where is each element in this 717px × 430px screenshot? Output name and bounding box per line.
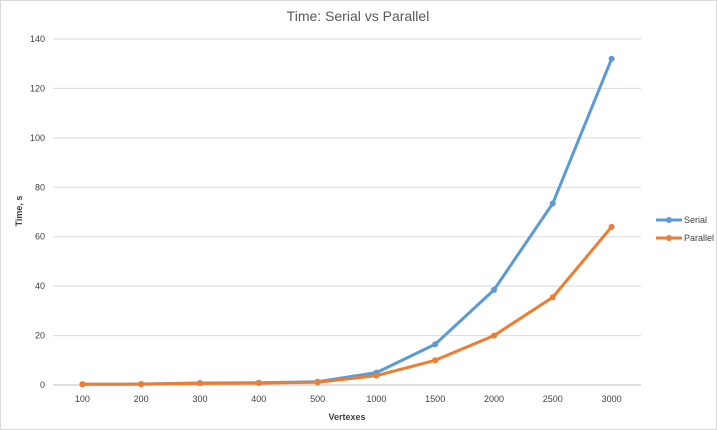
y-tick-label: 20 [35, 331, 45, 341]
legend-item-parallel: Parallel [656, 233, 714, 243]
series-parallel [79, 223, 615, 388]
data-point [491, 332, 497, 339]
y-axis-ticks: 0 20 40 60 80 100 120 140 [30, 34, 45, 390]
series-serial [79, 55, 615, 388]
legend-swatch-marker [666, 235, 672, 241]
y-tick-label: 40 [35, 281, 45, 291]
data-point [79, 381, 86, 388]
x-axis-title: Vertexes [328, 412, 365, 422]
legend-swatch-marker [666, 217, 672, 223]
data-point [373, 372, 380, 379]
x-tick-label: 300 [192, 394, 207, 404]
x-tick-label: 200 [134, 394, 149, 404]
legend-label: Parallel [684, 233, 714, 243]
data-point [314, 379, 321, 386]
y-tick-label: 0 [40, 380, 45, 390]
data-point [432, 341, 439, 348]
data-point [549, 200, 556, 207]
legend: Serial Parallel [656, 215, 714, 243]
data-point [608, 223, 615, 230]
legend-label: Serial [684, 215, 707, 225]
y-tick-label: 60 [35, 232, 45, 242]
data-point [608, 55, 615, 62]
x-tick-label: 400 [251, 394, 266, 404]
y-tick-label: 100 [30, 133, 45, 143]
x-tick-label: 1000 [366, 394, 386, 404]
x-tick-label: 500 [310, 394, 325, 404]
gridlines [53, 38, 641, 386]
data-point [549, 294, 556, 301]
legend-item-serial: Serial [656, 215, 707, 225]
chart-title: Time: Serial vs Parallel [287, 8, 430, 24]
data-point [491, 286, 497, 293]
x-tick-label: 1500 [425, 394, 445, 404]
series-lines [79, 55, 615, 388]
x-axis-ticks: 100 200 300 400 500 1000 1500 2000 2500 3000 [75, 394, 622, 404]
y-tick-label: 80 [35, 182, 45, 192]
data-point [432, 357, 439, 364]
y-tick-label: 120 [30, 83, 45, 93]
data-point [255, 380, 262, 387]
y-tick-label: 140 [30, 34, 45, 44]
data-point [197, 380, 203, 387]
x-tick-label: 2000 [484, 394, 504, 404]
x-tick-label: 3000 [602, 394, 622, 404]
data-point [138, 381, 145, 388]
x-tick-label: 100 [75, 394, 90, 404]
y-axis-title: Time, s [14, 196, 24, 227]
x-tick-label: 2500 [543, 394, 563, 404]
series-line [80, 225, 614, 386]
